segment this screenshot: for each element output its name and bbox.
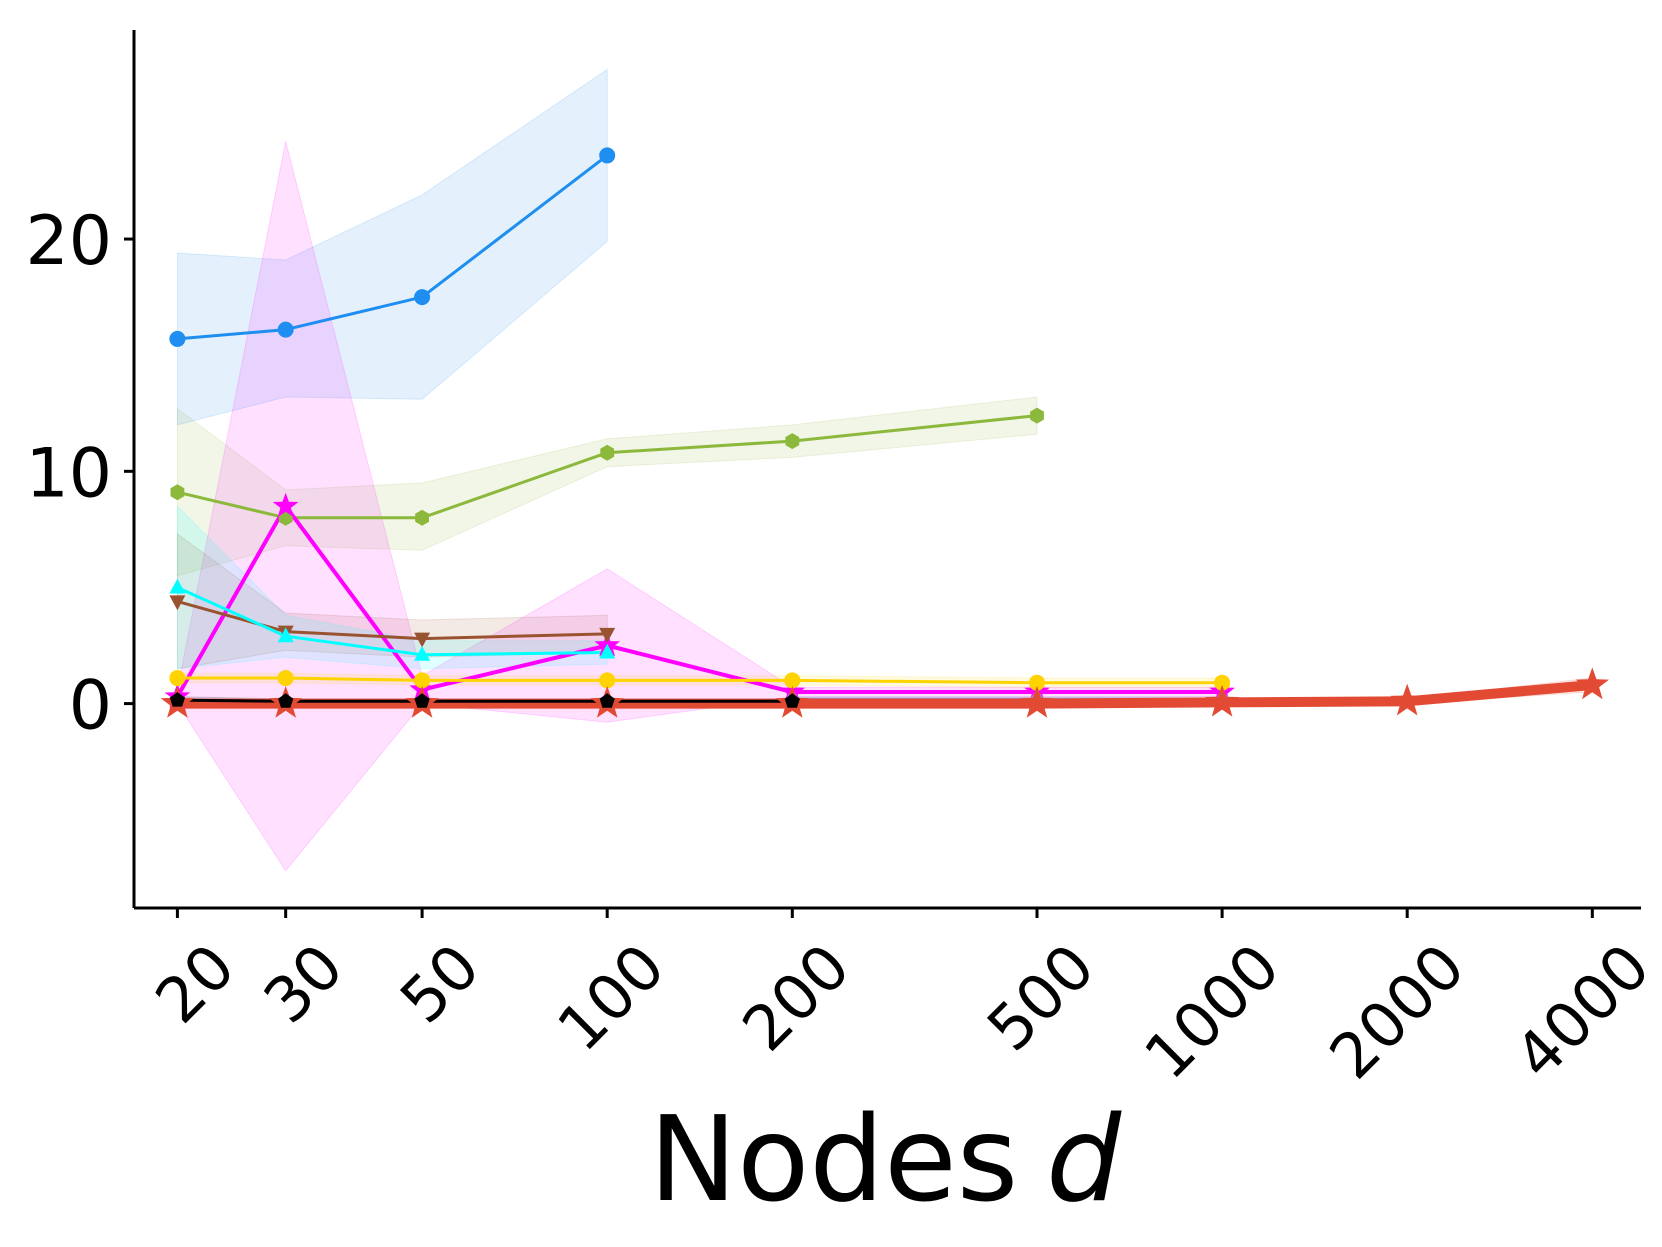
- x-axis-title-text: Nodes: [649, 1090, 1018, 1228]
- x-tick-label-1: 30: [250, 930, 357, 1037]
- y-ticks: 0 10 20: [25, 202, 134, 746]
- x-tick-label-4: 200: [728, 930, 863, 1065]
- series-5-point-2: [414, 672, 431, 689]
- series-8-point-2: [414, 693, 430, 708]
- x-axis-title: Nodes d: [649, 1090, 1122, 1228]
- series-5-point-6: [1214, 674, 1231, 691]
- series-5-point-3: [599, 672, 616, 689]
- series-8-point-0: [169, 692, 185, 707]
- series-7-point-7: [1390, 683, 1424, 716]
- x-tick-label-8: 4000: [1501, 930, 1662, 1093]
- series-0-point-1: [277, 321, 294, 338]
- series-5-point-5: [1028, 674, 1045, 691]
- confidence-bands: [176, 68, 1593, 872]
- series-1-band: [176, 396, 1038, 577]
- series-3-point-2: [414, 632, 431, 648]
- series-1-point-5: [1030, 407, 1044, 424]
- x-tick-label-2: 50: [386, 930, 493, 1037]
- series-1-point-0: [170, 484, 185, 501]
- series-4-line: [175, 586, 609, 657]
- series-5-point-0: [169, 670, 186, 687]
- x-ticks: 20 30 50 100 200 500 1000 2000 4000: [141, 908, 1662, 1093]
- x-tick-label-5: 500: [973, 930, 1108, 1065]
- series-4-point-0: [169, 578, 186, 594]
- y-tick-label-0: 0: [69, 667, 112, 746]
- x-tick-label-3: 100: [543, 930, 678, 1065]
- series-1-point-4: [785, 433, 800, 450]
- series-7-point-6: [1205, 684, 1239, 717]
- series-0-point-0: [169, 330, 186, 347]
- series-0-point-3: [599, 147, 616, 164]
- series-5-point-1: [277, 670, 294, 687]
- series-7-point-5: [1020, 686, 1054, 718]
- y-tick-label-2: 20: [25, 202, 112, 281]
- series-markers: [160, 147, 1609, 718]
- series-8-point-1: [278, 693, 294, 708]
- x-tick-label-6: 1000: [1130, 930, 1293, 1093]
- series-1-line: [175, 414, 1039, 520]
- series-0-line: [175, 153, 609, 341]
- series-1-point-3: [600, 444, 615, 461]
- y-tick-label-1: 10: [25, 434, 112, 513]
- series-3-point-3: [599, 627, 616, 643]
- axes: [132, 30, 1641, 910]
- series-8-point-3: [599, 693, 615, 708]
- series-4-point-3: [599, 643, 616, 659]
- series-4-point-1: [277, 627, 294, 643]
- series-5-point-4: [784, 672, 801, 689]
- x-tick-label-7: 2000: [1315, 930, 1478, 1093]
- series-4-point-2: [414, 646, 431, 661]
- series-7-point-8: [1575, 667, 1609, 700]
- x-tick-label-0: 20: [141, 930, 248, 1037]
- series-1-point-2: [415, 509, 429, 526]
- series-2-point-1: [272, 492, 299, 518]
- series-8-line: [175, 698, 794, 703]
- series-3-line: [175, 599, 609, 641]
- series-0-point-2: [414, 289, 431, 306]
- series-8-point-4: [784, 693, 800, 708]
- series-3-point-0: [169, 595, 186, 611]
- x-axis-title-variable: d: [1046, 1090, 1122, 1228]
